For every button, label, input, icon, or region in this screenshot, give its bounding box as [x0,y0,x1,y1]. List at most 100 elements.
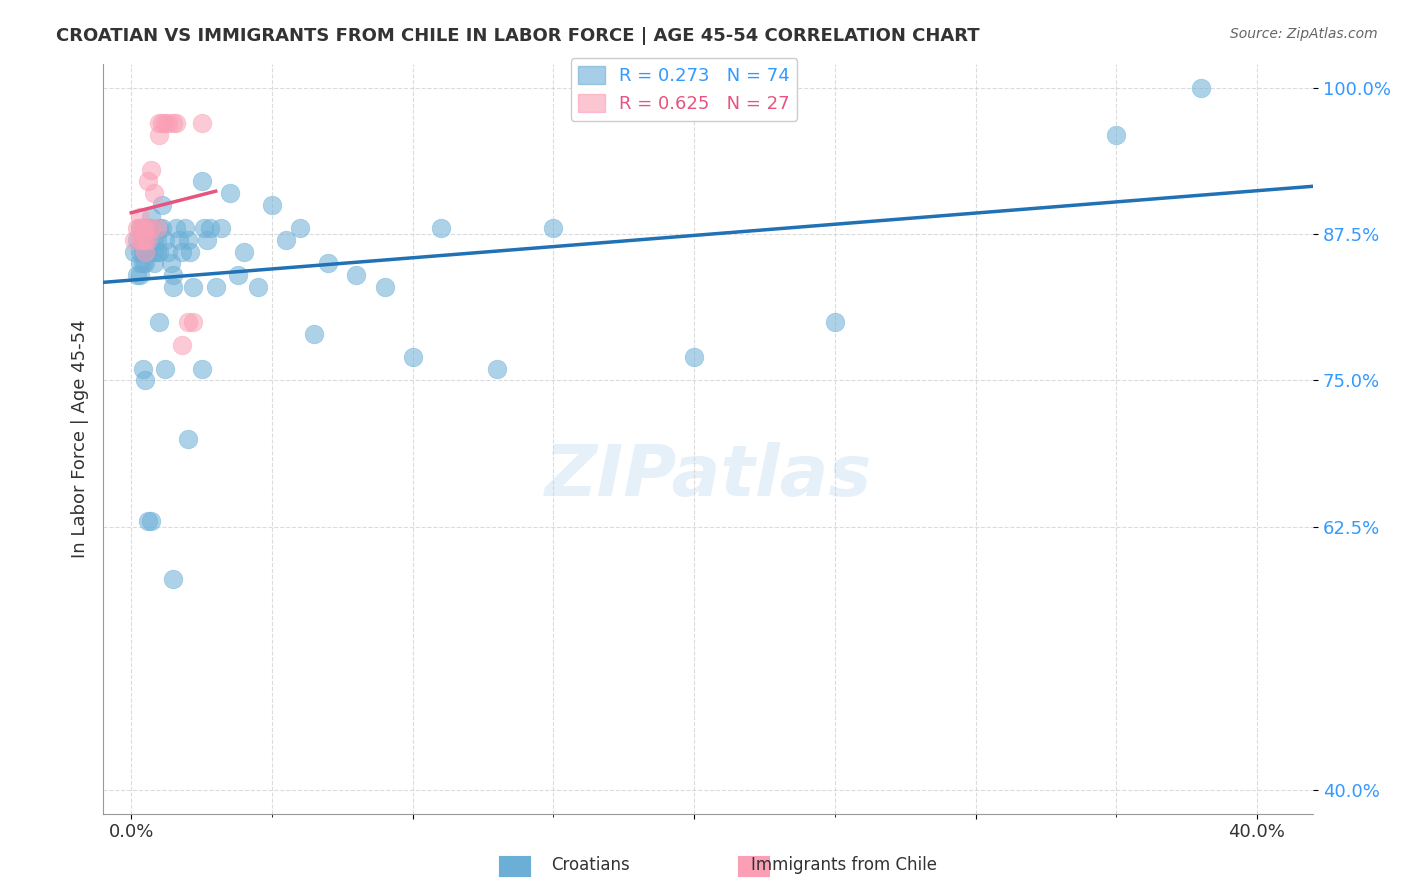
Text: Croatians: Croatians [551,856,630,874]
Point [148,221,170,235]
Point [148,244,170,259]
Point [1105,128,1128,142]
Point [136,174,159,188]
Point [125,233,148,247]
Point [128,221,150,235]
Point [125,221,148,235]
Point [156,116,179,130]
Point [176,233,198,247]
Point [374,279,396,293]
Point [139,514,162,528]
Point [302,326,325,341]
Point [543,221,565,235]
Point [274,233,297,247]
Point [145,221,167,235]
Point [142,233,165,247]
Point [128,210,150,224]
Point [198,221,221,235]
Text: Source: ZipAtlas.com: Source: ZipAtlas.com [1230,27,1378,41]
Point [139,210,162,224]
Point [204,279,226,293]
Point [134,233,156,247]
Point [134,221,156,235]
Point [226,268,249,282]
Point [170,338,193,352]
Point [170,244,193,259]
Point [131,221,153,235]
Point [162,279,184,293]
Point [260,198,283,212]
Point [148,116,170,130]
Text: ZIPatlas: ZIPatlas [544,442,872,511]
Y-axis label: In Labor Force | Age 45-54: In Labor Force | Age 45-54 [72,319,89,558]
Point [134,244,156,259]
Point [153,116,176,130]
Point [139,221,162,235]
Point [190,116,212,130]
Point [153,361,176,376]
Point [134,373,156,387]
Point [162,573,184,587]
Point [153,233,176,247]
Point [139,162,162,177]
Point [193,221,215,235]
Point [122,244,145,259]
Point [136,233,159,247]
Point [218,186,240,200]
Point [134,256,156,270]
Point [683,350,706,364]
Point [142,186,165,200]
Point [195,233,218,247]
Point [209,221,232,235]
Point [128,244,150,259]
Point [150,221,173,235]
Point [288,221,311,235]
Point [145,244,167,259]
Point [176,432,198,446]
Point [131,233,153,247]
Point [167,233,190,247]
Point [190,361,212,376]
Point [136,514,159,528]
Point [122,233,145,247]
Point [131,361,153,376]
Point [150,116,173,130]
Point [232,244,254,259]
Text: CROATIAN VS IMMIGRANTS FROM CHILE IN LABOR FORCE | AGE 45-54 CORRELATION CHART: CROATIAN VS IMMIGRANTS FROM CHILE IN LAB… [56,27,980,45]
Point [176,315,198,329]
Point [165,221,187,235]
Point [139,221,162,235]
Point [402,350,425,364]
Point [136,221,159,235]
Point [181,315,204,329]
Point [150,198,173,212]
Point [156,244,179,259]
Legend: R = 0.273   N = 74, R = 0.625   N = 27: R = 0.273 N = 74, R = 0.625 N = 27 [571,58,797,120]
Point [131,256,153,270]
Point [486,361,509,376]
Point [131,233,153,247]
Point [128,233,150,247]
Point [1189,80,1212,95]
Point [134,233,156,247]
Point [136,244,159,259]
Point [134,244,156,259]
Text: Immigrants from Chile: Immigrants from Chile [751,856,936,874]
Point [159,256,181,270]
Point [134,221,156,235]
Point [316,256,339,270]
Point [179,244,201,259]
Point [128,256,150,270]
Point [430,221,453,235]
Point [162,268,184,282]
Point [165,116,187,130]
Point [344,268,367,282]
Point [148,315,170,329]
Point [128,268,150,282]
Point [131,244,153,259]
Point [190,174,212,188]
Point [162,116,184,130]
Point [181,279,204,293]
Point [173,221,195,235]
Point [824,315,846,329]
